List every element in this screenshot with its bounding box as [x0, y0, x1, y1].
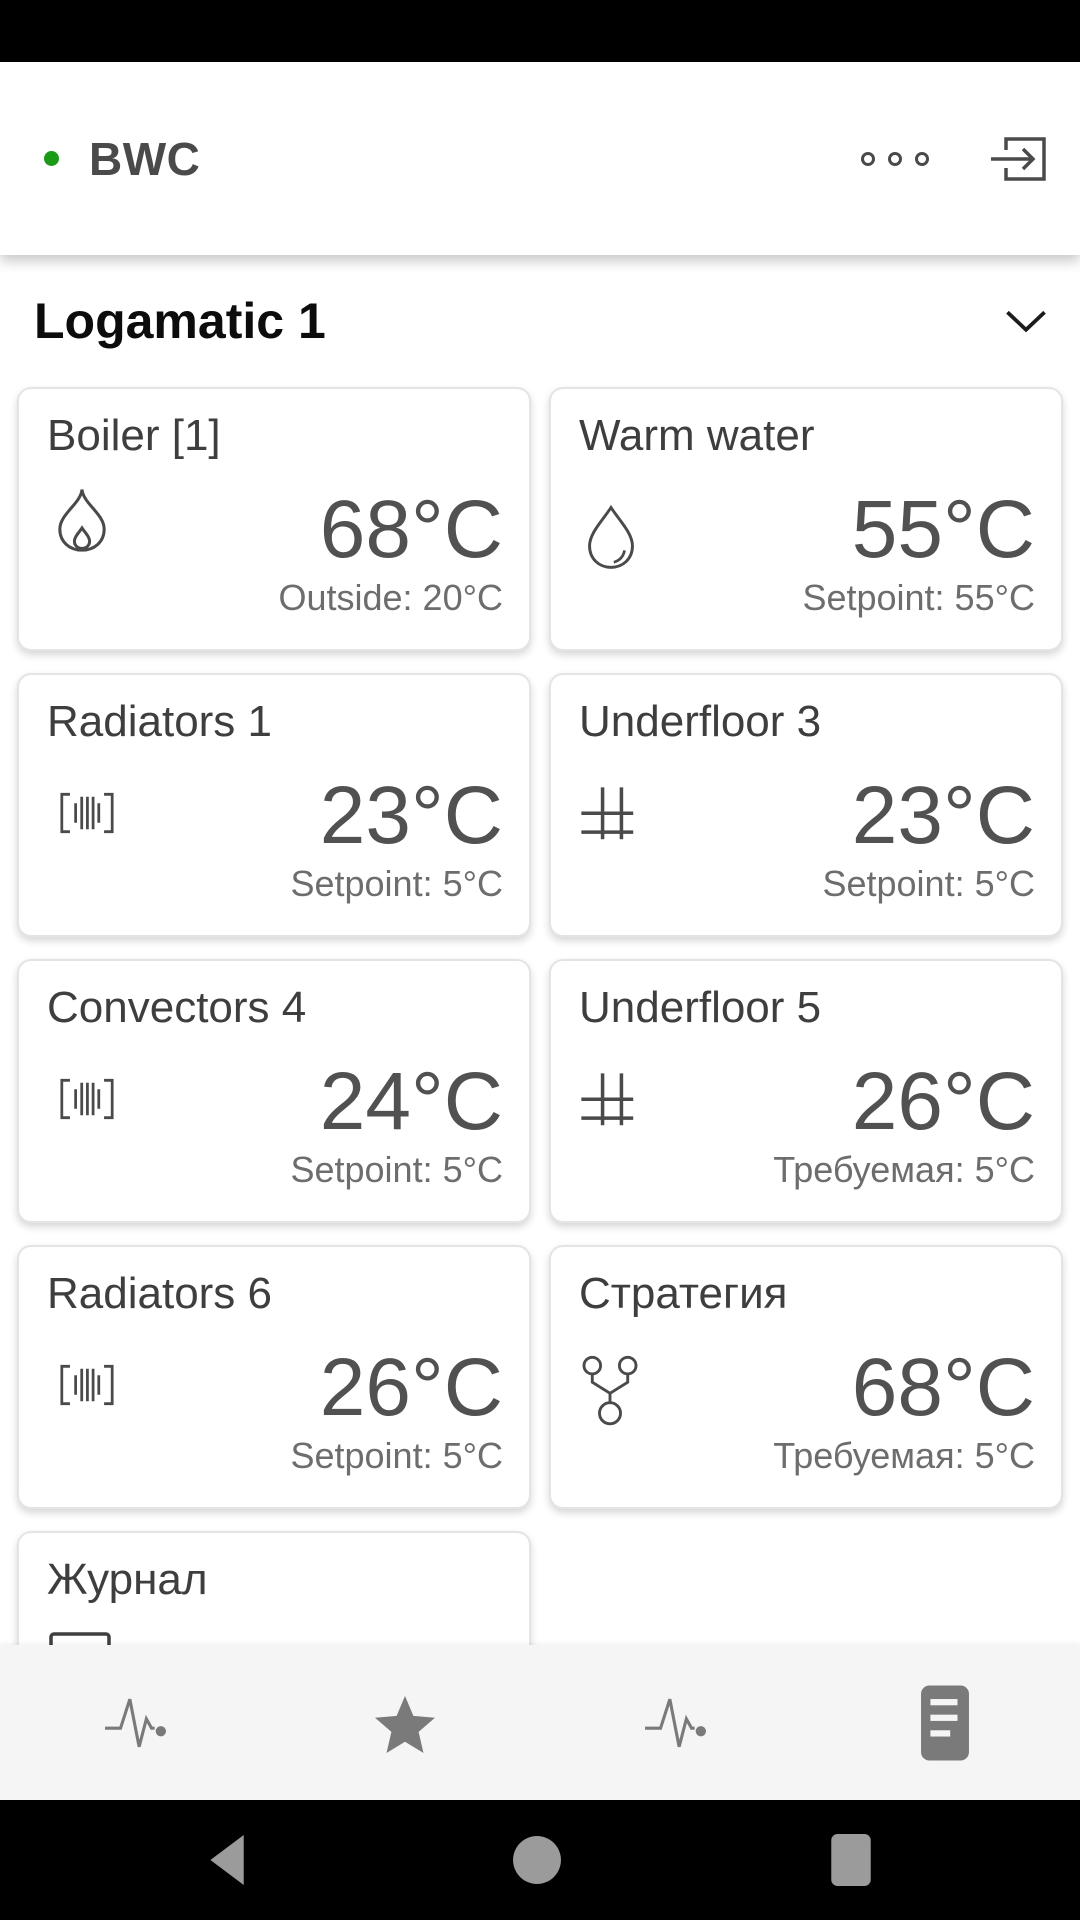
device-name: Logamatic 1	[34, 293, 326, 349]
device-selector[interactable]: Logamatic 1	[0, 255, 1080, 387]
star-icon	[369, 1690, 441, 1756]
connection-status-dot	[44, 151, 59, 166]
card-underfloor-3[interactable]: Underfloor 3 23°C Setpoint: 5°C	[549, 673, 1063, 937]
journal-list-icon	[920, 1684, 970, 1762]
underfloor-grid-icon	[579, 1071, 645, 1137]
app-title: BWC	[89, 132, 201, 185]
card-warm-water[interactable]: Warm water 55°C Setpoint: 55°C	[549, 387, 1063, 651]
android-nav-bar	[0, 1800, 1080, 1920]
temperature-subtitle: Setpoint: 5°C	[822, 863, 1035, 904]
card-title: Radiators 6	[47, 1269, 273, 1318]
temperature-value: 23°C	[319, 770, 503, 861]
temperature-value: 24°C	[319, 1056, 503, 1147]
radiator-icon	[47, 1359, 127, 1411]
card-title: Warm water	[579, 411, 815, 460]
temperature-subtitle: Setpoint: 5°C	[290, 1149, 503, 1190]
underfloor-grid-icon	[579, 785, 645, 851]
activity-pulse-icon	[633, 1692, 717, 1754]
card-title: Журнал	[47, 1555, 208, 1604]
temperature-value: 55°C	[851, 484, 1035, 575]
card-radiators-6[interactable]: Radiators 6 26°C Setpoint: 5°C	[17, 1245, 531, 1509]
temperature-value: 26°C	[851, 1056, 1035, 1147]
card-title: Underfloor 3	[579, 697, 822, 746]
temperature-subtitle: Setpoint: 55°C	[802, 577, 1035, 618]
card-radiators-1[interactable]: Radiators 1 23°C Setpoint: 5°C	[17, 673, 531, 937]
card-title: Radiators 1	[47, 697, 273, 746]
activity-pulse-icon	[93, 1692, 177, 1754]
android-home-button[interactable]	[512, 1835, 562, 1885]
bottom-tab-bar	[0, 1645, 1080, 1800]
chevron-down-icon	[1004, 309, 1048, 333]
radiator-icon	[47, 787, 127, 839]
back-icon	[208, 1835, 244, 1885]
app-header: BWC	[0, 62, 1080, 255]
temperature-value: 23°C	[851, 770, 1035, 861]
water-drop-icon	[579, 503, 643, 573]
card-convectors-4[interactable]: Convectors 4 24°C Setpoint: 5°C	[17, 959, 531, 1223]
card-title: Boiler [1]	[47, 411, 221, 460]
card-underfloor-5[interactable]: Underfloor 5 26°C Требуемая: 5°C	[549, 959, 1063, 1223]
recents-icon	[830, 1833, 872, 1887]
tab-favorites[interactable]	[270, 1645, 540, 1800]
radiator-icon	[47, 1073, 127, 1125]
temperature-subtitle: Требуемая: 5°C	[773, 1149, 1035, 1190]
android-recents-button[interactable]	[830, 1833, 872, 1887]
temperature-value: 68°C	[319, 484, 503, 575]
card-strategy[interactable]: Стратегия 68°C Требуемая: 5°C	[549, 1245, 1063, 1509]
flame-icon	[47, 484, 117, 558]
dots-menu-icon	[860, 151, 930, 167]
tab-journal[interactable]	[810, 1645, 1080, 1800]
exit-icon	[988, 129, 1050, 189]
android-back-button[interactable]	[208, 1835, 244, 1885]
home-icon	[512, 1835, 562, 1885]
temperature-value: 26°C	[319, 1342, 503, 1433]
card-title: Convectors 4	[47, 983, 307, 1032]
temperature-subtitle: Требуемая: 5°C	[773, 1435, 1035, 1476]
exit-button[interactable]	[988, 129, 1050, 189]
temperature-subtitle: Setpoint: 5°C	[290, 863, 503, 904]
temperature-subtitle: Outside: 20°C	[278, 577, 503, 618]
cards-grid: Boiler [1] 68°C Outside: 20°C Warm water…	[17, 387, 1063, 1795]
strategy-branch-icon	[579, 1353, 641, 1427]
status-bar	[0, 0, 1080, 62]
card-boiler[interactable]: Boiler [1] 68°C Outside: 20°C	[17, 387, 531, 651]
tab-monitoring-1[interactable]	[0, 1645, 270, 1800]
overflow-menu-button[interactable]	[860, 151, 930, 167]
card-title: Underfloor 5	[579, 983, 822, 1032]
tab-monitoring-2[interactable]	[540, 1645, 810, 1800]
temperature-subtitle: Setpoint: 5°C	[290, 1435, 503, 1476]
temperature-value: 68°C	[851, 1342, 1035, 1433]
card-title: Стратегия	[579, 1269, 788, 1318]
